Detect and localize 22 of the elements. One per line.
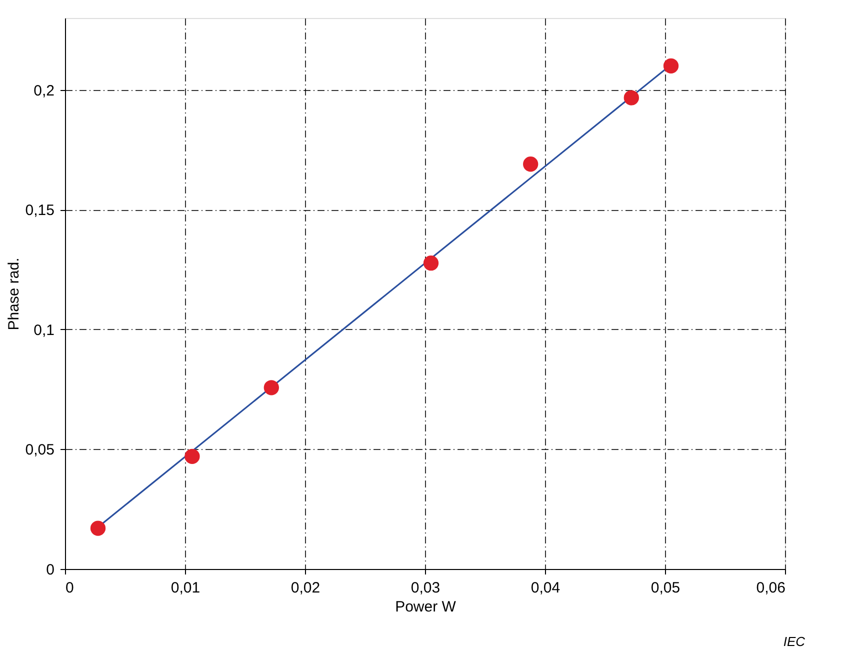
y-tick-label: 0,05 <box>25 442 54 459</box>
point <box>264 380 279 396</box>
text: IEC <box>783 634 806 649</box>
x-axis-title: Power W <box>395 598 457 616</box>
point <box>663 58 679 74</box>
y-tick-label: 0,1 <box>34 322 54 339</box>
x-tick-label: 0 <box>66 580 74 596</box>
x-tick-label: 0,05 <box>650 580 680 596</box>
x-tick-label: 0,01 <box>170 580 200 596</box>
y-tick-label: 0 <box>46 562 54 578</box>
x-tick-label: 0,04 <box>530 580 560 596</box>
y-tick-label: 0,15 <box>25 202 54 220</box>
x-tick-label: 0,03 <box>410 580 440 596</box>
point <box>90 520 106 536</box>
y-axis-title: Phase rad. <box>5 258 22 330</box>
point <box>423 256 439 271</box>
point <box>523 156 538 172</box>
y-tick-label: 0,2 <box>34 82 54 100</box>
point <box>624 90 639 106</box>
x-tick-label: 0,06 <box>756 580 786 596</box>
point <box>184 448 200 464</box>
x-tick-label: 0,02 <box>290 580 320 596</box>
